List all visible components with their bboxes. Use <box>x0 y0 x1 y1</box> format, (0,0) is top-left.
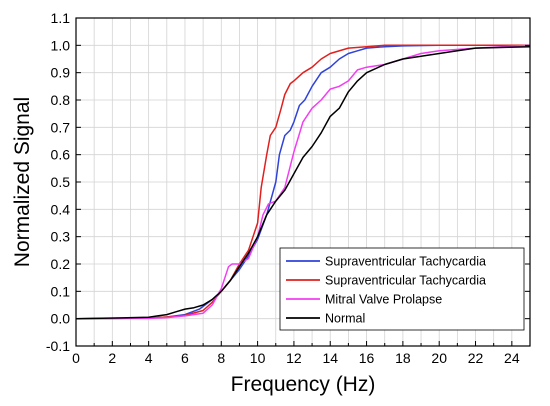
legend-label: Supraventricular Tachycardia <box>325 274 486 288</box>
x-tick-label: 18 <box>395 350 411 366</box>
series-group <box>75 44 531 320</box>
y-axis-title: Normalized Signal <box>11 97 34 267</box>
series-line-3 <box>75 45 531 320</box>
legend-label: Normal <box>325 312 365 326</box>
y-tick-label: 0.7 <box>51 119 71 135</box>
x-tick-label: 0 <box>72 350 80 366</box>
y-tick-label: 0.4 <box>51 201 71 217</box>
y-tick-label: 0.8 <box>51 92 71 108</box>
y-tick-label: 0.1 <box>51 283 71 299</box>
y-tick-label: 0.9 <box>51 65 71 81</box>
y-tick-label: 0.0 <box>51 311 71 327</box>
x-tick-label: 14 <box>322 350 338 366</box>
y-tick-label: 0.5 <box>51 174 71 190</box>
tick-labels: 0 2 4 6 8 10 12 14 16 18 20 22 24-0.10.00.10.20.30.4… <box>46 10 520 366</box>
x-tick-label: 12 <box>286 350 302 366</box>
y-tick-label: 0.3 <box>51 229 71 245</box>
x-tick-label: 4 <box>145 350 153 366</box>
y-tick-label: 0.6 <box>51 147 71 163</box>
x-tick-label: 16 <box>359 350 375 366</box>
legend-box <box>279 247 525 331</box>
legend-label: Mitral Valve Prolapse <box>325 293 442 307</box>
x-tick-label: 10 <box>250 350 266 366</box>
legend-label: Supraventricular Tachycardia <box>325 255 486 269</box>
x-tick-label: 20 <box>431 350 447 366</box>
axis-ticks <box>75 17 531 347</box>
y-tick-label: 0.2 <box>51 256 71 272</box>
x-tick-label: 24 <box>504 350 520 366</box>
x-tick-label: 2 <box>108 350 116 366</box>
series-line-1 <box>75 44 530 320</box>
x-tick-label: 8 <box>217 350 225 366</box>
y-tick-label: 1.1 <box>51 10 71 26</box>
x-tick-label: 6 <box>181 350 189 366</box>
legend: Supraventricular Tachycardia Supraventric… <box>279 247 525 331</box>
y-tick-label: -0.1 <box>46 338 70 354</box>
x-axis-title: Frequency (Hz) <box>231 373 376 396</box>
y-tick-label: 1.0 <box>51 37 71 53</box>
x-tick-label: 22 <box>468 350 484 366</box>
